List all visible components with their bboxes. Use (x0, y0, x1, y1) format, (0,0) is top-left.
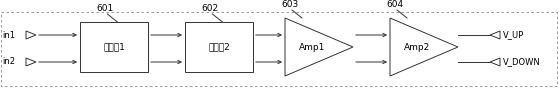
Text: Amp1: Amp1 (299, 42, 325, 52)
Text: 601: 601 (97, 4, 114, 13)
Polygon shape (490, 31, 500, 39)
Text: V_UP: V_UP (503, 30, 524, 39)
Text: 602: 602 (202, 4, 219, 13)
Text: 滤波器2: 滤波器2 (208, 42, 230, 52)
Text: in2: in2 (2, 58, 15, 66)
Polygon shape (26, 31, 36, 39)
Text: Amp2: Amp2 (404, 42, 430, 52)
Polygon shape (390, 18, 458, 76)
Text: V_DOWN: V_DOWN (503, 58, 541, 66)
Text: 滤波器1: 滤波器1 (103, 42, 125, 52)
Polygon shape (26, 58, 36, 66)
Bar (185, 22, 253, 72)
Text: in1: in1 (2, 30, 15, 39)
Bar (80, 22, 148, 72)
Text: 604: 604 (386, 0, 404, 9)
Polygon shape (490, 58, 500, 66)
Text: 603: 603 (281, 0, 299, 9)
Polygon shape (285, 18, 353, 76)
